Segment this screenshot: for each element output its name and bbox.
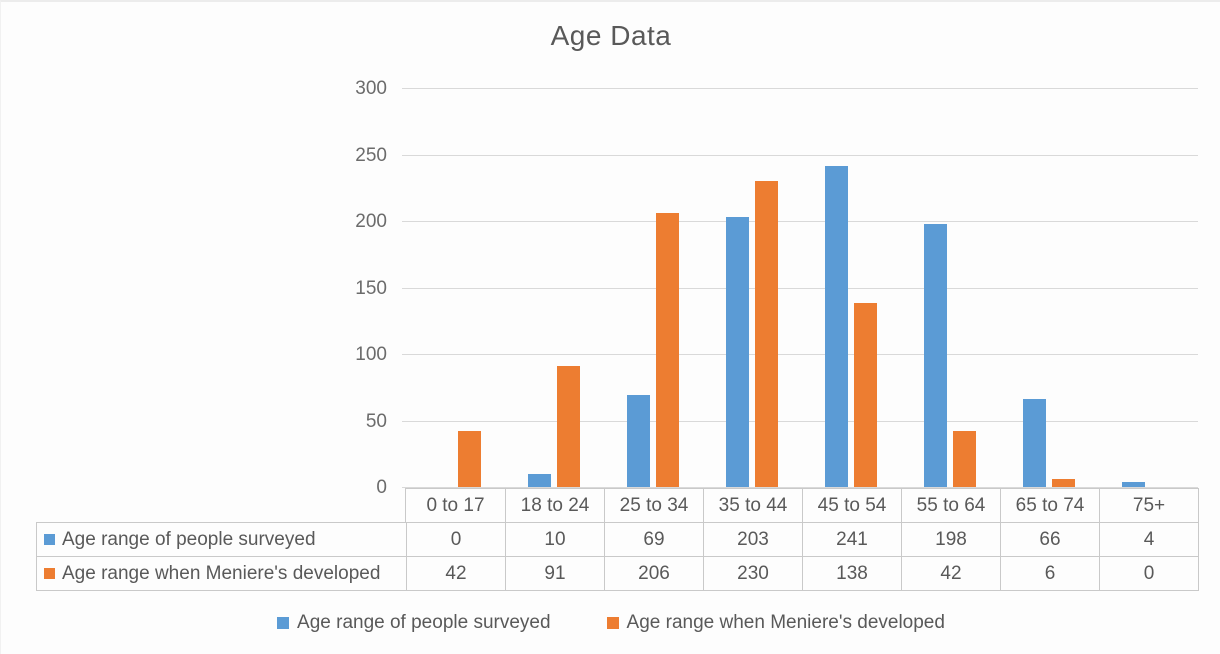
gridline-200: [402, 221, 1198, 222]
bar-developed-5: [953, 431, 976, 487]
series-name: Age range when Meniere's developed: [62, 562, 381, 584]
bar-developed-3: [755, 181, 778, 487]
y-tick-label-150: 150: [355, 277, 387, 299]
bar-developed-0: [458, 431, 481, 487]
legend-label: Age range of people surveyed: [297, 612, 551, 633]
bar-developed-2: [656, 213, 679, 487]
bar-surveyed-1: [528, 473, 551, 487]
bar-developed-1: [557, 365, 580, 487]
y-tick-label-200: 200: [355, 211, 387, 232]
y-tick-label-300: 300: [355, 78, 387, 99]
bar-surveyed-5: [924, 223, 947, 487]
value-cell-0-0: 0: [406, 523, 505, 556]
value-cell-0-4: 241: [802, 523, 901, 556]
category-header-5: 55 to 64: [901, 489, 1000, 522]
value-cell-0-3: 203: [703, 523, 802, 556]
series-swatch-icon: [44, 534, 55, 545]
legend-item-0: Age range of people surveyed: [277, 612, 551, 634]
value-cell-1-2: 206: [604, 557, 703, 590]
y-tick-label-0: 0: [376, 477, 387, 498]
table-header-row: 0 to 17 18 to 24 25 to 34 35 to 44 45 to 54 5…: [405, 488, 1199, 523]
value-cell-0-1: 10: [505, 523, 604, 556]
category-header-6: 65 to 74: [1000, 489, 1099, 522]
value-cell-0-7: 4: [1099, 523, 1198, 556]
bar-surveyed-3: [726, 217, 749, 487]
legend-swatch-icon: [277, 617, 290, 629]
value-cell-1-4: 138: [802, 557, 901, 590]
category-header-0: 0 to 17: [426, 494, 485, 516]
value-cell-1-7: 0: [1099, 557, 1198, 590]
value-cell-1-0: 42: [406, 557, 505, 590]
legend-label: Age range when Meniere's developed: [626, 612, 945, 633]
series-swatch-icon: [44, 568, 55, 579]
category-header-3: 35 to 44: [703, 489, 802, 522]
category-header-2: 25 to 34: [604, 489, 703, 522]
value-cell-0-5: 198: [901, 523, 1000, 556]
series-name: Age range of people surveyed: [62, 528, 316, 550]
bar-developed-4: [854, 303, 877, 487]
bar-surveyed-6: [1023, 399, 1046, 487]
y-tick-label-100: 100: [355, 344, 387, 365]
category-header-1: 18 to 24: [505, 489, 604, 522]
value-cell-0-6: 66: [1000, 523, 1099, 556]
series-label-0: Age range of people surveyed: [37, 523, 406, 556]
table-series-row-0: Age range of people surveyed 0 10 69 203 241 1…: [36, 522, 1199, 557]
legend-item-1: Age range when Meniere's developed: [606, 612, 945, 634]
gridline-150: [402, 287, 1198, 289]
value-cell-1-1: 91: [505, 557, 604, 590]
bar-surveyed-4: [825, 166, 848, 487]
y-tick-label-50: 50: [365, 410, 387, 432]
category-header-7: 75+: [1099, 489, 1198, 522]
y-tick-label-250: 250: [355, 144, 387, 166]
bar-surveyed-7: [1122, 481, 1145, 487]
series-label-1: Age range when Meniere's developed: [37, 557, 406, 590]
chart-legend: Age range of people surveyed Age range wh…: [1, 612, 1220, 634]
value-cell-1-6: 6: [1000, 557, 1099, 590]
gridline-250: [402, 154, 1198, 156]
table-series-row-1: Age range when Meniere's developed 42 91 20…: [36, 556, 1199, 591]
bar-developed-6: [1052, 479, 1075, 487]
value-cell-1-5: 42: [901, 557, 1000, 590]
gridline-300: [402, 88, 1198, 89]
gridline-100: [402, 354, 1198, 355]
value-cell-1-3: 230: [703, 557, 802, 590]
value-cell-0-2: 69: [604, 523, 703, 556]
gridline-0: [402, 487, 1198, 488]
gridline-50: [402, 420, 1198, 422]
bar-surveyed-2: [627, 395, 650, 487]
category-header-4: 45 to 54: [802, 489, 901, 522]
chart-title: Age Data: [550, 20, 672, 51]
legend-swatch-icon: [606, 617, 619, 629]
plot-area: [405, 88, 1197, 487]
